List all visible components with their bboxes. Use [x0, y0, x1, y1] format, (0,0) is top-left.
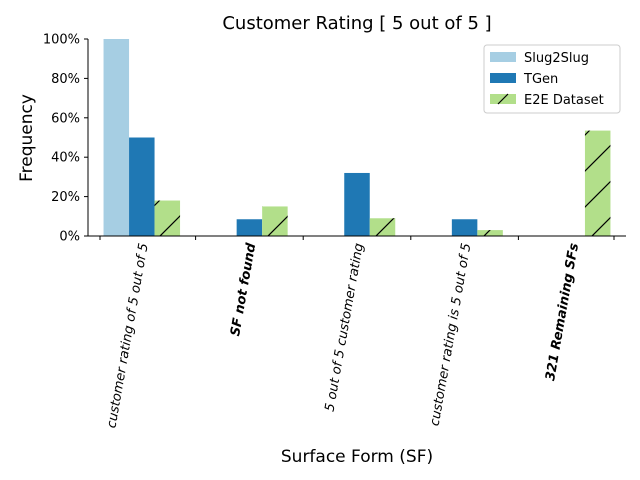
bar	[236, 219, 263, 236]
legend-swatch	[490, 52, 516, 62]
legend-swatch	[490, 73, 516, 83]
bar-hatch	[477, 230, 503, 236]
y-tick-label: 20%	[51, 190, 80, 205]
bar-hatch	[262, 206, 288, 236]
y-axis-label: Frequency	[17, 94, 37, 182]
y-tick-label: 0%	[59, 230, 80, 245]
bar	[344, 172, 370, 236]
bar-hatch	[369, 218, 396, 236]
x-tick-label: customer rating is 5 out of 5	[428, 242, 475, 427]
bar	[451, 219, 478, 236]
chart-title: Customer Rating [ 5 out of 5 ]	[222, 13, 491, 34]
x-tick-label: 5 out of 5 customer rating	[323, 242, 367, 413]
legend-box	[483, 44, 621, 114]
bar-hatch	[584, 130, 611, 236]
y-tick-label: 60%	[51, 111, 80, 126]
y-tick-label: 100%	[43, 33, 80, 48]
bar	[129, 137, 155, 236]
x-tick-label: customer rating of 5 out of 5	[104, 242, 151, 429]
x-axis-label: Surface Form (SF)	[281, 447, 433, 467]
legend-label: TGen	[523, 72, 558, 87]
legend-hatch	[497, 93, 509, 105]
legend-label: E2E Dataset	[524, 93, 604, 108]
y-tick-label: 40%	[51, 151, 80, 166]
bar-hatch	[154, 200, 181, 236]
y-tick-label: 80%	[51, 72, 80, 87]
legend: Slug2Slug TGen E2E Dataset	[483, 44, 621, 114]
legend-label: Slug2Slug	[524, 51, 589, 66]
bars-layer	[103, 39, 611, 236]
bar	[103, 39, 130, 236]
x-tick-label: 321 Remaining SFs	[543, 242, 582, 382]
x-tick-label: SF not found	[228, 241, 259, 337]
